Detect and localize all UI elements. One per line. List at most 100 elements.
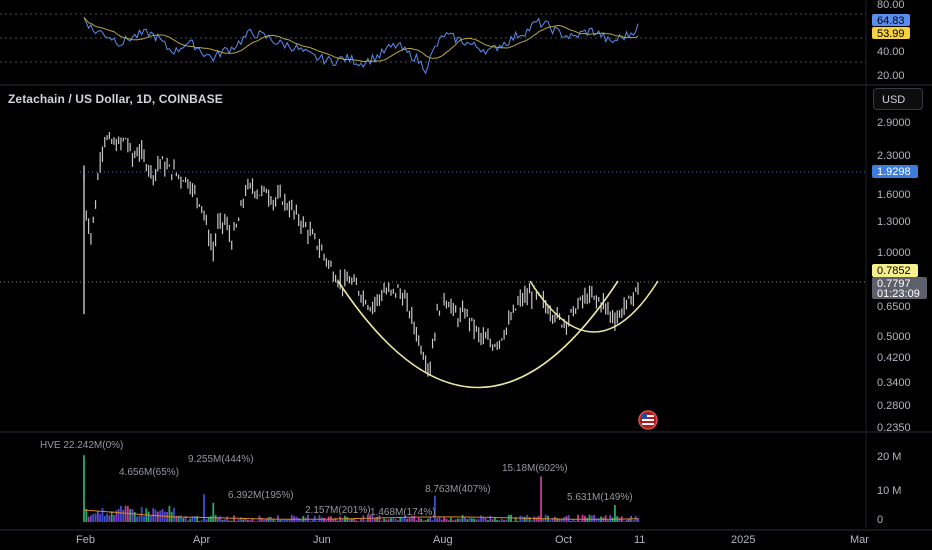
volume-bar xyxy=(482,517,485,522)
price-scale-label: 1.6000 xyxy=(877,189,911,201)
volume-bar xyxy=(147,511,150,522)
volume-bar xyxy=(318,515,321,522)
volume-bar xyxy=(203,494,205,522)
symbol-title: Zetachain / US Dollar, 1D, COINBASE xyxy=(8,92,223,106)
time-axis-label: Mar xyxy=(850,534,869,546)
volume-bar xyxy=(496,519,499,522)
volume-bar xyxy=(221,519,224,522)
volume-bar xyxy=(198,520,201,522)
volume-bar xyxy=(180,515,182,522)
rsi-ma-text: 53.99 xyxy=(877,28,905,40)
volume-bar xyxy=(94,513,97,522)
volume-bar xyxy=(632,520,635,522)
volume-bar xyxy=(507,515,510,522)
volume-bar xyxy=(420,518,422,522)
volume-bar xyxy=(226,516,229,522)
rsi-scale-label: 40.00 xyxy=(877,46,905,58)
price-scale: 2.9000 2.3000 1.6000 1.3000 1.0000 0.650… xyxy=(877,117,911,434)
volume-bar xyxy=(348,518,351,522)
handle-curve[interactable] xyxy=(529,280,659,333)
volume-bar xyxy=(253,521,256,522)
price-scale-label: 1.3000 xyxy=(877,216,911,228)
currency-button[interactable]: USD xyxy=(873,88,923,110)
us-flag-icon[interactable] xyxy=(638,410,658,430)
volume-bar xyxy=(85,509,88,522)
yellow-level-text: 0.7852 xyxy=(877,265,911,277)
volume-bar xyxy=(627,518,630,522)
volume-bar xyxy=(126,506,129,522)
time-axis: Feb Apr Jun Aug Oct 11 2025 Mar xyxy=(76,534,869,546)
volume-bar xyxy=(521,516,524,522)
volume-bar xyxy=(480,515,482,522)
volume-bar xyxy=(385,519,388,522)
volume-bar xyxy=(288,519,291,522)
volume-bar xyxy=(156,511,159,522)
volume-bar xyxy=(394,518,397,522)
volume-bar xyxy=(300,519,302,522)
volume-bar xyxy=(623,521,626,522)
volume-bar xyxy=(237,519,240,522)
volume-bar xyxy=(360,518,362,522)
price-scale-label: 0.5000 xyxy=(877,331,911,343)
time-axis-label: Jun xyxy=(313,534,331,546)
volume-bar xyxy=(281,519,284,522)
volume-bar xyxy=(90,515,92,522)
volume-bar xyxy=(214,514,217,522)
volume-bar xyxy=(415,520,418,522)
volume-bar xyxy=(410,515,413,522)
rsi-indicator xyxy=(83,17,639,75)
volume-bar xyxy=(427,518,429,522)
volume-bar xyxy=(279,520,282,522)
cup-curve[interactable] xyxy=(337,280,619,389)
volume-bar xyxy=(637,518,639,522)
volume-legend: HVE 22.242M(0%) xyxy=(40,440,124,451)
volume-bar xyxy=(216,517,219,522)
volume-bar xyxy=(614,505,616,522)
time-axis-label: Feb xyxy=(76,534,95,546)
volume-bar xyxy=(357,521,360,522)
volume-bar xyxy=(517,520,519,522)
volume-bar xyxy=(588,514,591,522)
volume-bar xyxy=(523,516,526,522)
volume-bar xyxy=(101,508,104,522)
volume-bar xyxy=(309,521,312,522)
volume-bar xyxy=(129,509,132,522)
volume-bar xyxy=(136,516,138,522)
volume-bar xyxy=(399,516,402,522)
volume-bar xyxy=(163,511,166,522)
volume-scale-label: 20 M xyxy=(877,451,901,463)
volume-bar xyxy=(364,520,367,522)
volume-bar xyxy=(325,519,328,522)
volume-bar xyxy=(512,520,515,522)
volume-bar xyxy=(131,509,134,522)
volume-bar xyxy=(353,518,355,522)
volume-bar xyxy=(323,517,325,522)
price-scale-label: 0.2350 xyxy=(877,422,911,434)
volume-bar xyxy=(609,515,612,522)
volume-bar xyxy=(99,514,102,522)
volume-bar xyxy=(263,519,265,522)
volume-bar xyxy=(450,517,452,522)
volume-bar xyxy=(334,517,337,522)
time-axis-label: 11 xyxy=(634,534,645,546)
volume-bar xyxy=(408,518,411,522)
volume-scale-label: 10 M xyxy=(877,485,901,497)
volume-bar xyxy=(579,520,582,522)
volume-bar xyxy=(108,515,111,522)
volume-bar xyxy=(473,518,476,522)
volume-bar xyxy=(542,518,545,522)
volume-bar xyxy=(106,513,108,522)
volume-bar xyxy=(593,514,596,522)
volume-bar xyxy=(311,519,314,522)
volume-bar xyxy=(392,518,395,522)
volume-bar xyxy=(417,517,420,522)
volume-bar xyxy=(505,519,508,522)
rsi-value-badge xyxy=(872,14,910,26)
volume-bar xyxy=(283,519,286,522)
time-axis-label: Oct xyxy=(555,534,572,546)
volume-bar xyxy=(133,511,136,522)
volume-bar xyxy=(401,517,404,522)
volume-bar xyxy=(487,520,489,522)
volume-bar xyxy=(595,518,598,522)
